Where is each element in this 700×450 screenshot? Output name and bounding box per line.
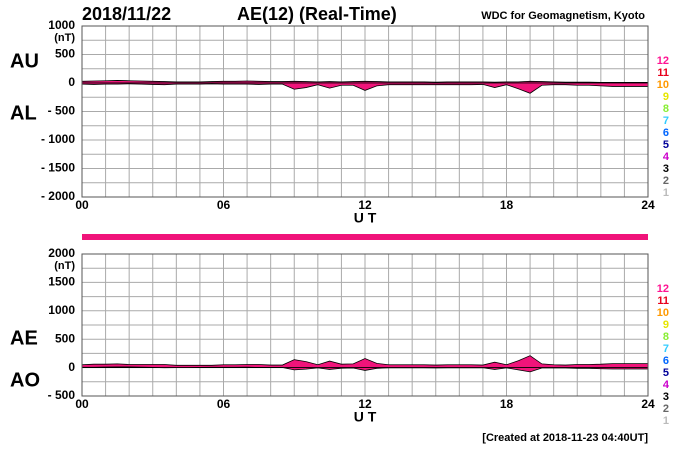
source: WDC for Geomagnetism, Kyoto	[481, 10, 645, 22]
x-axis-label: U T	[354, 210, 377, 226]
legend-entry: 3	[663, 391, 669, 403]
x-tick-label: 24	[641, 198, 655, 212]
x-tick-label: 06	[217, 397, 231, 411]
y-tick-label: 1500	[48, 275, 75, 289]
y-tick-label: 1000	[48, 303, 75, 317]
date: 2018/11/22	[82, 4, 171, 24]
y-unit: (nT)	[54, 32, 75, 44]
legend-entry: 2	[663, 175, 669, 187]
series-name: AL	[10, 102, 37, 124]
legend-entry: 1	[663, 187, 669, 199]
y-tick-label: - 1500	[41, 161, 75, 175]
area	[81, 366, 649, 373]
y-tick-label: - 2000	[41, 189, 75, 203]
legend-entry: 10	[657, 79, 669, 91]
y-tick-label: - 1000	[41, 132, 75, 146]
area	[81, 355, 649, 368]
legend-entry: 7	[663, 343, 669, 355]
legend-entry: 2	[663, 403, 669, 415]
y-tick-label: 500	[55, 47, 75, 61]
legend-entry: 5	[663, 367, 669, 379]
series-name: AO	[10, 369, 40, 391]
y-tick-label: 500	[55, 331, 75, 345]
y-tick-label: 2000	[48, 246, 75, 260]
legend-entry: 8	[663, 103, 669, 115]
legend-entry: 12	[657, 55, 669, 67]
legend-entry: 12	[657, 283, 669, 295]
coverage-bar	[82, 234, 648, 240]
series-name: AU	[10, 50, 39, 72]
x-tick-label: 06	[217, 198, 231, 212]
footer: [Created at 2018-11-23 04:40UT]	[482, 432, 648, 444]
plot-frame	[81, 25, 649, 198]
series-name: AE	[10, 327, 38, 349]
legend-entry: 4	[663, 379, 670, 391]
area	[81, 82, 649, 94]
y-tick-label: - 500	[48, 104, 76, 118]
x-tick-label: 18	[500, 198, 514, 212]
legend-entry: 6	[663, 355, 669, 367]
legend-entry: 7	[663, 115, 669, 127]
legend-entry: 11	[657, 295, 669, 307]
legend-entry: 4	[663, 151, 670, 163]
x-axis-label: U T	[354, 409, 377, 425]
x-tick-label: 12	[358, 198, 372, 212]
y-unit: (nT)	[54, 260, 75, 272]
x-tick-label: 00	[75, 397, 89, 411]
x-tick-label: 00	[75, 198, 89, 212]
y-tick-label: 0	[68, 360, 75, 374]
legend-entry: 8	[663, 331, 669, 343]
legend-entry: 9	[663, 91, 669, 103]
plot-frame	[81, 253, 649, 397]
y-tick-label: 0	[68, 75, 75, 89]
legend-entry: 5	[663, 139, 669, 151]
legend-entry: 11	[657, 67, 669, 79]
y-tick-label: - 500	[48, 388, 76, 402]
legend-entry: 3	[663, 163, 669, 175]
title: AE(12) (Real-Time)	[237, 4, 397, 24]
legend-entry: 6	[663, 127, 669, 139]
legend-entry: 1	[663, 415, 669, 427]
x-tick-label: 12	[358, 397, 372, 411]
legend-entry: 9	[663, 319, 669, 331]
y-tick-label: 1000	[48, 18, 75, 32]
legend-entry: 10	[657, 307, 669, 319]
area	[81, 80, 649, 84]
x-tick-label: 18	[500, 397, 514, 411]
x-tick-label: 24	[641, 397, 655, 411]
